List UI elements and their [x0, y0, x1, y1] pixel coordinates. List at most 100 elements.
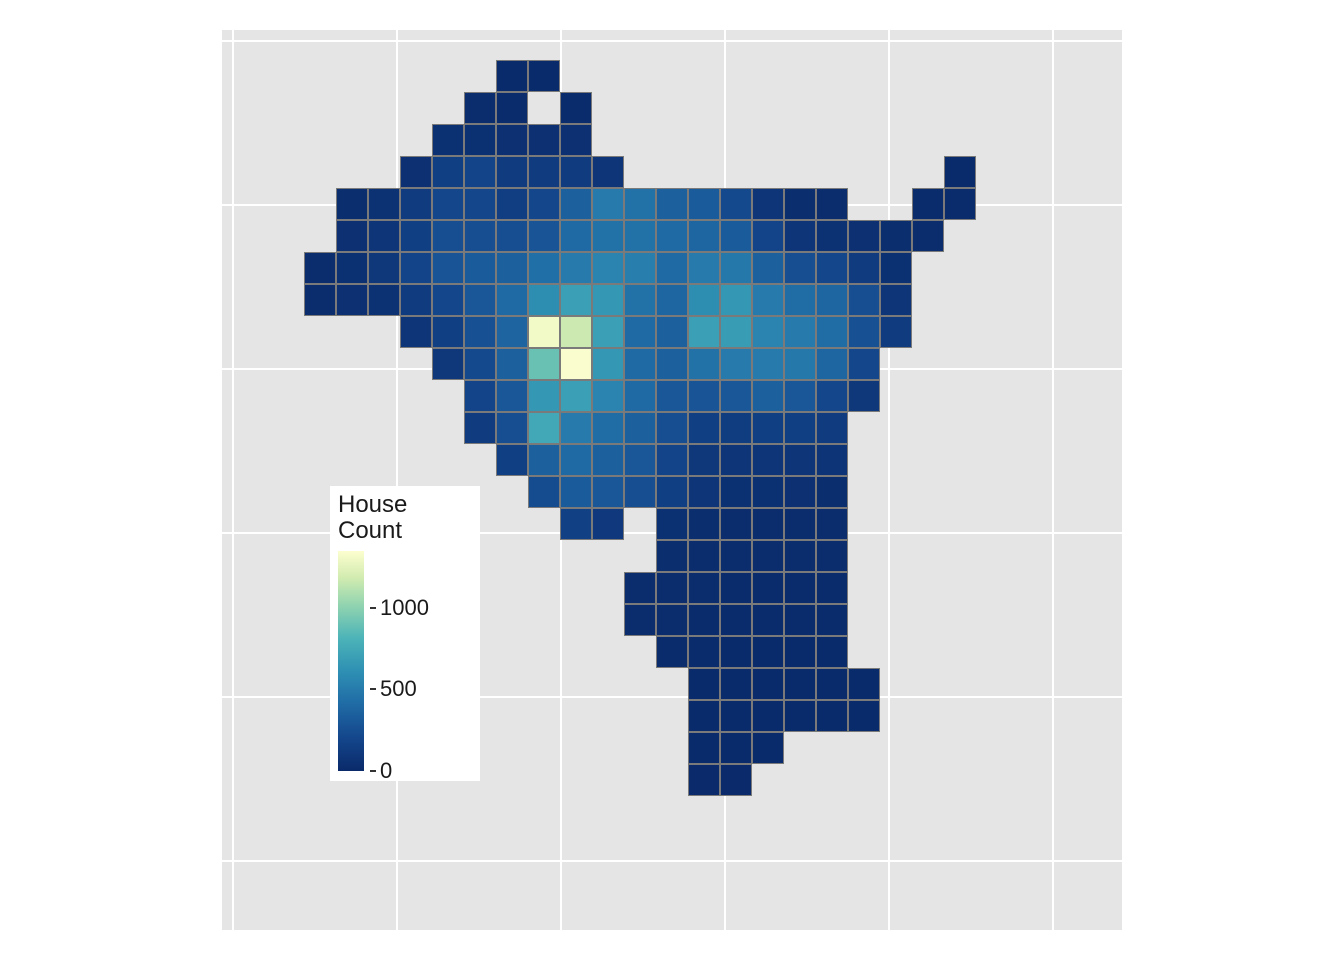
- legend-tick-label: 0: [380, 758, 392, 784]
- heatmap-cell: [720, 700, 752, 732]
- heatmap-cell: [656, 348, 688, 380]
- gridline-vertical: [232, 30, 234, 930]
- gridline-vertical: [1052, 30, 1054, 930]
- heatmap-cell: [528, 348, 560, 380]
- heatmap-cell: [848, 316, 880, 348]
- heatmap-cell: [464, 252, 496, 284]
- heatmap-cell: [816, 700, 848, 732]
- heatmap-cell: [432, 220, 464, 252]
- heatmap-cell: [464, 380, 496, 412]
- heatmap-cell: [688, 668, 720, 700]
- heatmap-cell: [944, 156, 976, 188]
- heatmap-cell: [592, 508, 624, 540]
- heatmap-cell: [336, 252, 368, 284]
- heatmap-cell: [784, 348, 816, 380]
- heatmap-cell: [368, 188, 400, 220]
- heatmap-cell: [560, 188, 592, 220]
- heatmap-cell: [752, 284, 784, 316]
- heatmap-cell: [496, 284, 528, 316]
- heatmap-cell: [720, 220, 752, 252]
- heatmap-cell: [432, 156, 464, 188]
- heatmap-cell: [784, 252, 816, 284]
- heatmap-cell: [656, 316, 688, 348]
- heatmap-cell: [528, 316, 560, 348]
- heatmap-cell: [496, 60, 528, 92]
- heatmap-cell: [624, 380, 656, 412]
- heatmap-cell: [720, 284, 752, 316]
- heatmap-cell: [528, 252, 560, 284]
- heatmap-cell: [688, 316, 720, 348]
- heatmap-cell: [496, 316, 528, 348]
- heatmap-cell: [368, 252, 400, 284]
- heatmap-cell: [688, 412, 720, 444]
- heatmap-panel: HouseCount10005000: [222, 30, 1122, 930]
- heatmap-cell: [304, 284, 336, 316]
- heatmap-cell: [816, 668, 848, 700]
- heatmap-cell: [944, 188, 976, 220]
- heatmap-cell: [752, 668, 784, 700]
- heatmap-cell: [624, 188, 656, 220]
- heatmap-cell: [816, 284, 848, 316]
- heatmap-cell: [368, 220, 400, 252]
- heatmap-cell: [464, 188, 496, 220]
- heatmap-cell: [784, 444, 816, 476]
- heatmap-cell: [688, 284, 720, 316]
- heatmap-cell: [752, 508, 784, 540]
- heatmap-cell: [560, 412, 592, 444]
- heatmap-cell: [688, 572, 720, 604]
- heatmap-cell: [656, 380, 688, 412]
- heatmap-cell: [528, 124, 560, 156]
- heatmap-cell: [496, 444, 528, 476]
- heatmap-cell: [528, 284, 560, 316]
- heatmap-cell: [912, 188, 944, 220]
- heatmap-cell: [688, 732, 720, 764]
- heatmap-cell: [688, 380, 720, 412]
- heatmap-cell: [688, 220, 720, 252]
- heatmap-cell: [432, 124, 464, 156]
- heatmap-cell: [848, 252, 880, 284]
- heatmap-cell: [720, 380, 752, 412]
- heatmap-cell: [560, 92, 592, 124]
- heatmap-cell: [528, 476, 560, 508]
- heatmap-cell: [400, 188, 432, 220]
- heatmap-cell: [720, 732, 752, 764]
- heatmap-cell: [784, 284, 816, 316]
- heatmap-cell: [336, 220, 368, 252]
- legend-bar-wrap: 10005000: [338, 551, 472, 771]
- heatmap-cell: [624, 252, 656, 284]
- heatmap-cell: [592, 284, 624, 316]
- heatmap-cell: [720, 252, 752, 284]
- heatmap-cell: [656, 540, 688, 572]
- heatmap-cell: [688, 188, 720, 220]
- heatmap-cell: [784, 188, 816, 220]
- heatmap-cell: [464, 124, 496, 156]
- heatmap-cell: [816, 508, 848, 540]
- heatmap-cell: [656, 252, 688, 284]
- heatmap-cell: [816, 604, 848, 636]
- heatmap-cell: [624, 316, 656, 348]
- heatmap-cell: [720, 476, 752, 508]
- heatmap-cell: [752, 476, 784, 508]
- gridline-vertical: [396, 30, 398, 930]
- heatmap-cell: [688, 476, 720, 508]
- heatmap-cell: [784, 700, 816, 732]
- heatmap-cell: [752, 540, 784, 572]
- heatmap-cell: [688, 444, 720, 476]
- heatmap-cell: [816, 412, 848, 444]
- heatmap-cell: [688, 508, 720, 540]
- gridline-horizontal: [222, 860, 1122, 862]
- heatmap-cell: [688, 764, 720, 796]
- heatmap-cell: [720, 348, 752, 380]
- heatmap-cell: [688, 252, 720, 284]
- heatmap-cell: [752, 636, 784, 668]
- heatmap-cell: [848, 284, 880, 316]
- heatmap-cell: [720, 764, 752, 796]
- heatmap-cell: [656, 412, 688, 444]
- legend-tick: 1000: [370, 595, 429, 621]
- heatmap-cell: [688, 540, 720, 572]
- legend-colorbar: [338, 551, 364, 771]
- heatmap-cell: [784, 476, 816, 508]
- heatmap-cell: [720, 572, 752, 604]
- gridline-horizontal: [222, 40, 1122, 42]
- heatmap-cell: [400, 156, 432, 188]
